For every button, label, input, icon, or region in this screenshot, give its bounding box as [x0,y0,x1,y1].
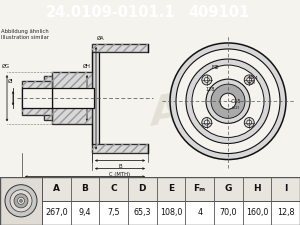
Circle shape [202,75,212,85]
Text: D: D [26,180,30,185]
Text: 12,8: 12,8 [277,208,294,217]
Text: ØH: ØH [83,64,91,69]
Circle shape [186,59,270,144]
Text: 160,0: 160,0 [246,208,268,217]
Text: E: E [168,184,174,193]
Text: 70,0: 70,0 [220,208,237,217]
Bar [52,72,92,124]
Text: B: B [118,164,122,169]
Bar [22,81,52,115]
Text: 4: 4 [197,208,202,217]
Text: ∅15: ∅15 [231,99,241,104]
Text: ∅5,4: ∅5,4 [248,76,259,80]
Text: H: H [253,184,261,193]
Text: Fₘ: Fₘ [194,184,206,193]
Text: (x2): (x2) [232,106,240,110]
Bar [92,44,148,52]
Text: C: C [110,184,117,193]
Circle shape [211,84,245,118]
Text: C (MTH): C (MTH) [110,172,130,177]
Text: 267,0: 267,0 [45,208,68,217]
Circle shape [202,117,212,128]
Bar [44,76,52,120]
Bar [44,76,52,120]
Bar [52,88,94,108]
Text: ATE: ATE [148,83,232,134]
Text: F⊕: F⊕ [211,65,219,70]
Bar [22,81,52,115]
Circle shape [247,77,252,82]
Bar [92,52,99,144]
Text: 24.0109-0101.1: 24.0109-0101.1 [46,5,176,20]
Text: ØI: ØI [8,79,14,84]
Circle shape [5,185,37,217]
Circle shape [244,117,254,128]
Circle shape [176,49,280,153]
Bar [92,144,148,153]
Bar [42,177,300,201]
Text: Abbildung ähnlich: Abbildung ähnlich [1,29,49,34]
Text: 65,3: 65,3 [134,208,151,217]
Circle shape [244,75,254,85]
Text: ØA: ØA [97,36,105,41]
Text: (x2): (x2) [248,81,256,85]
Text: G: G [225,184,232,193]
Circle shape [192,65,264,137]
Text: Illustration similar: Illustration similar [1,35,49,40]
Bar [22,88,52,108]
Text: 108,0: 108,0 [160,208,182,217]
Text: 409101: 409101 [188,5,250,20]
Bar [92,144,148,153]
Text: 128: 128 [205,87,215,92]
Circle shape [204,77,209,82]
Text: 7,5: 7,5 [107,208,120,217]
Bar [0,177,42,225]
Circle shape [17,197,25,204]
Bar [92,44,148,52]
Circle shape [20,199,22,202]
Bar [42,201,300,225]
Circle shape [14,194,28,208]
Text: B: B [82,184,88,193]
Circle shape [10,190,32,212]
Text: I: I [284,184,287,193]
Text: D: D [139,184,146,193]
Bar [52,72,92,124]
Text: A: A [53,184,60,193]
Circle shape [170,43,286,160]
Circle shape [206,79,250,123]
Text: ØG: ØG [2,64,10,69]
Text: 9,4: 9,4 [79,208,91,217]
Circle shape [220,93,236,109]
Circle shape [247,120,252,125]
Circle shape [204,120,209,125]
